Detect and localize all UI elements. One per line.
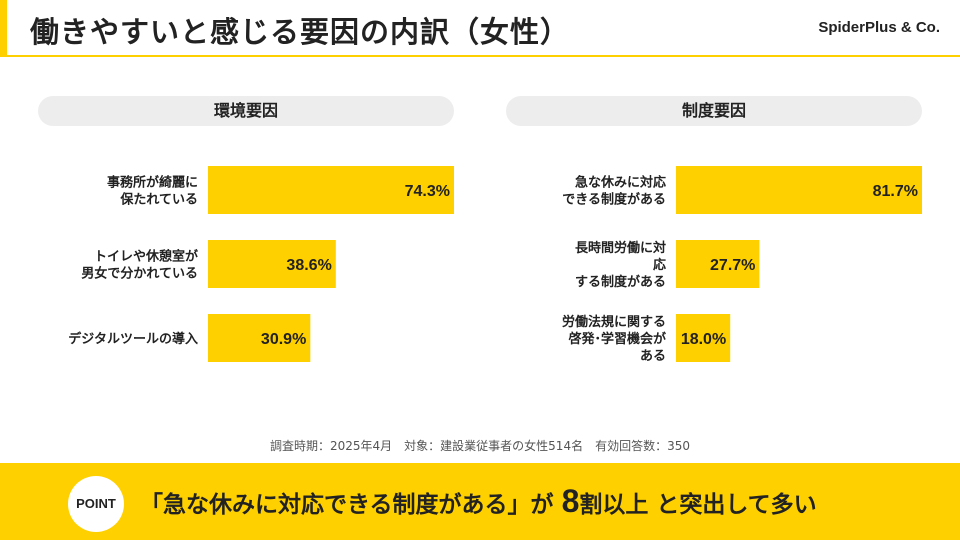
environment-factors-chart: 74.3% 事務所が綺麗に保たれている 38.6% トイレや休憩室が男女で分かれている…: [68, 166, 454, 362]
bar-1-0: [676, 166, 922, 214]
point-badge: POINT: [68, 476, 124, 532]
bar-value-1-1: 27.7%: [710, 257, 755, 274]
bar-label-0-0: 事務所が綺麗に保たれている: [107, 175, 198, 208]
bar-0-1: [208, 240, 336, 288]
bar-0-2: [208, 314, 311, 362]
brand-logo: SpiderPlus & Co.: [818, 19, 940, 36]
bar-value-0-0: 74.3%: [405, 183, 450, 200]
point-highlight: 8: [561, 483, 580, 519]
bar-label-0-2: デジタルツールの導入: [68, 331, 198, 347]
point-band: POINT 「急な休みに対応できる制度がある」が 8割以上 と突出して多い: [0, 463, 960, 540]
bar-value-0-1: 38.6%: [286, 257, 331, 274]
header-divider: [0, 55, 960, 57]
bar-label-0-1: トイレや休憩室が男女で分かれている: [81, 249, 198, 282]
point-message: 「急な休みに対応できる制度がある」が 8割以上 と突出して多い: [140, 483, 817, 520]
bar-label-1-0: 急な休みに対応できる制度がある: [562, 175, 666, 208]
bar-label-1-1: 長時間労働に対応する制度がある: [575, 240, 666, 290]
header: 働きやすいと感じる要因の内訳（女性） SpiderPlus & Co.: [0, 0, 960, 58]
bar-1-1: [676, 240, 760, 288]
point-text-before: 「急な休みに対応できる制度がある」が: [140, 492, 562, 518]
system-factors-header: 制度要因: [506, 96, 922, 126]
bar-value-1-0: 81.7%: [873, 183, 918, 200]
header-accent-bar: [0, 0, 7, 56]
system-factors-chart: 81.7% 急な休みに対応できる制度がある 27.7% 長時間労働に対応する制度がある…: [562, 166, 922, 364]
page-title: 働きやすいと感じる要因の内訳（女性）: [30, 15, 571, 49]
bar-0-0: [208, 166, 454, 214]
survey-footnote: 調査時期：2025年4月 対象：建設業従事者の女性514名 有効回答数：350: [270, 439, 690, 453]
environment-factors-panel: 環境要因 74.3% 事務所が綺麗に保たれている 38.6% トイレや休憩室が男女で分…: [38, 96, 454, 362]
environment-factors-header: 環境要因: [38, 96, 454, 126]
point-text-after: 割以上 と突出して多い: [579, 492, 817, 518]
bar-value-1-2: 18.0%: [681, 331, 726, 348]
system-factors-panel: 制度要因 81.7% 急な休みに対応できる制度がある 27.7% 長時間労働に対応する…: [506, 96, 922, 364]
bar-value-0-2: 30.9%: [261, 331, 306, 348]
bar-label-1-2: 労働法規に関する啓発･学習機会がある: [562, 314, 666, 364]
bar-1-2: [676, 314, 731, 362]
